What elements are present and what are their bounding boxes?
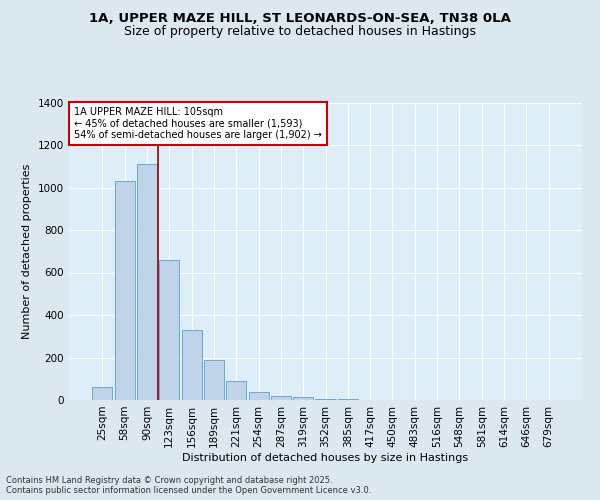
- Bar: [115, 181, 135, 400]
- Bar: [226, 381, 246, 400]
- Bar: [293, 397, 313, 400]
- Text: 1A, UPPER MAZE HILL, ST LEONARDS-ON-SEA, TN38 0LA: 1A, UPPER MAZE HILL, ST LEONARDS-ON-SEA,…: [89, 12, 511, 26]
- Bar: [92, 387, 112, 400]
- Bar: [204, 360, 224, 400]
- Bar: [137, 164, 157, 400]
- Bar: [159, 260, 179, 400]
- Bar: [271, 396, 291, 400]
- Y-axis label: Number of detached properties: Number of detached properties: [22, 164, 32, 339]
- Bar: [316, 399, 335, 400]
- Text: Contains HM Land Registry data © Crown copyright and database right 2025.
Contai: Contains HM Land Registry data © Crown c…: [6, 476, 371, 495]
- X-axis label: Distribution of detached houses by size in Hastings: Distribution of detached houses by size …: [182, 452, 469, 462]
- Text: Size of property relative to detached houses in Hastings: Size of property relative to detached ho…: [124, 25, 476, 38]
- Bar: [248, 392, 269, 400]
- Text: 1A UPPER MAZE HILL: 105sqm
← 45% of detached houses are smaller (1,593)
54% of s: 1A UPPER MAZE HILL: 105sqm ← 45% of deta…: [74, 107, 322, 140]
- Bar: [182, 330, 202, 400]
